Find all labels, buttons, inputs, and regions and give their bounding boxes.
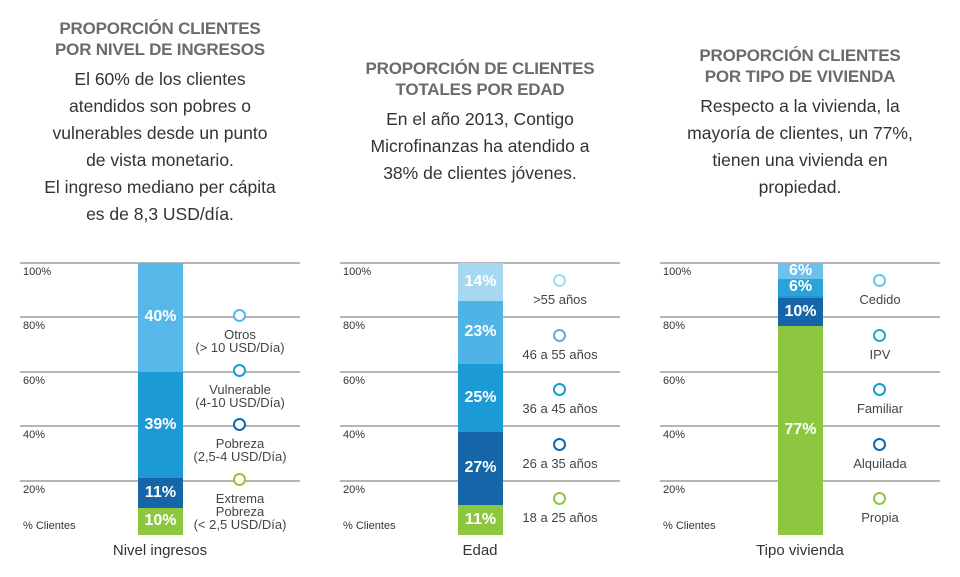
value-label: 23% [464,323,497,341]
value-label: 40% [144,308,177,326]
y-tick-label: 100% [663,266,692,278]
legend-marker [873,274,886,287]
y-tick-label: 80% [663,320,686,333]
y-tick-label: 60% [23,374,46,387]
value-label: 6% [788,262,813,280]
legend-label: Alquilada [853,455,907,471]
value-label: 25% [464,388,497,406]
legend-marker [873,492,886,505]
bar-segment [138,477,183,508]
y-tick-label: 100% [343,266,372,278]
y-tick-label: 80% [23,320,46,333]
bar-segment [778,325,823,535]
value-label: 11% [464,511,497,529]
y-tick-label: 60% [343,374,366,387]
legend-label: Familiar [856,401,904,416]
legend-marker [553,328,566,342]
legend-label: 26 a 35 años [522,455,598,471]
y-tick-label: 60% [663,374,686,387]
bar-segment [138,263,183,372]
legend-marker [553,437,566,451]
panel-header: PROPORCIÓN CLIENTES POR TIPO DE VIVIENDA… [660,0,940,245]
panel-description: Respecto a la vivienda, la mayoría de cl… [687,95,913,197]
value-label: 27% [464,459,497,477]
y-tick-label: 20% [343,483,366,496]
panel-header: PROPORCIÓN CLIENTES POR NIVEL DE INGRESO… [20,0,300,245]
bar-segment [458,505,503,535]
bar-segment [138,371,183,478]
bar-segment [778,298,823,326]
legend-label: 18 a 25 años [522,510,598,525]
legend-marker [233,418,246,431]
panel-header: PROPORCIÓN DE CLIENTES TOTALES POR EDAD E… [340,0,620,245]
legend-marker [233,363,246,377]
panel-description: En el año 2013, Contigo Microfinanzas ha… [370,109,590,183]
legend-label: Extrema Pobreza (< 2,5 USD/Día) [193,490,287,532]
legend-marker [873,328,886,342]
x-category-label: Nivel ingresos [112,542,208,559]
y-tick-label: 80% [343,320,366,333]
panel-title: PROPORCIÓN CLIENTES POR NIVEL DE INGRESO… [55,18,265,59]
bar-segment [458,301,503,364]
legend-marker [553,492,566,505]
y-tick-label: 20% [23,483,46,496]
bar-segment [458,431,503,506]
bar-segment [778,279,823,296]
y-axis-label: % Clientes [23,520,76,532]
legend-marker [233,309,246,322]
bar-segment [138,507,183,535]
bar-segment [778,263,823,280]
y-tick-label: 40% [343,429,366,442]
bar-segment [778,295,823,299]
legend-marker [553,274,566,287]
x-category-label: Edad [462,542,498,559]
legend-label: Propia [861,510,899,525]
bar-segment [458,263,503,302]
bar-segment [458,363,503,432]
legend-label: >55 años [533,292,587,307]
legend-marker [873,383,886,396]
value-label: 10% [784,302,817,320]
y-tick-label: 40% [663,429,686,442]
panel-title: PROPORCIÓN CLIENTES POR TIPO DE VIVIENDA [699,45,901,86]
panel-description: El 60% de los clientes atendidos son pob… [52,68,268,170]
panel-title: PROPORCIÓN DE CLIENTES TOTALES POR EDAD [365,59,595,99]
y-tick-label: 40% [23,429,46,442]
legend-marker [873,437,886,451]
legend-marker [233,472,246,486]
y-axis-label: % Clientes [663,520,716,532]
legend-label: Pobreza (2,5-4 USD/Día) [193,436,287,464]
panel-description: El ingreso mediano per cápita es de 8,3 … [44,176,276,224]
value-label: 39% [144,415,177,433]
legend-label: Otros (> 10 USD/Día) [195,327,285,355]
y-tick-label: 20% [663,483,686,496]
legend-marker [553,383,566,396]
legend-label: Cedido [859,292,901,307]
legend-label: 46 a 55 años [522,346,598,362]
y-axis-label: % Clientes [343,520,396,532]
value-label: 14% [464,273,497,291]
y-tick-label: 100% [23,266,52,278]
x-category-label: Tipo vivienda [756,542,844,559]
value-label: 11% [144,483,177,501]
value-label: 6% [788,278,813,296]
legend-label: IPV [869,346,891,362]
legend-label: Vulnerable (4-10 USD/Día) [195,381,285,410]
legend-label: 36 a 45 años [522,401,598,416]
value-label: 77% [784,421,817,439]
value-label: 10% [144,512,177,530]
